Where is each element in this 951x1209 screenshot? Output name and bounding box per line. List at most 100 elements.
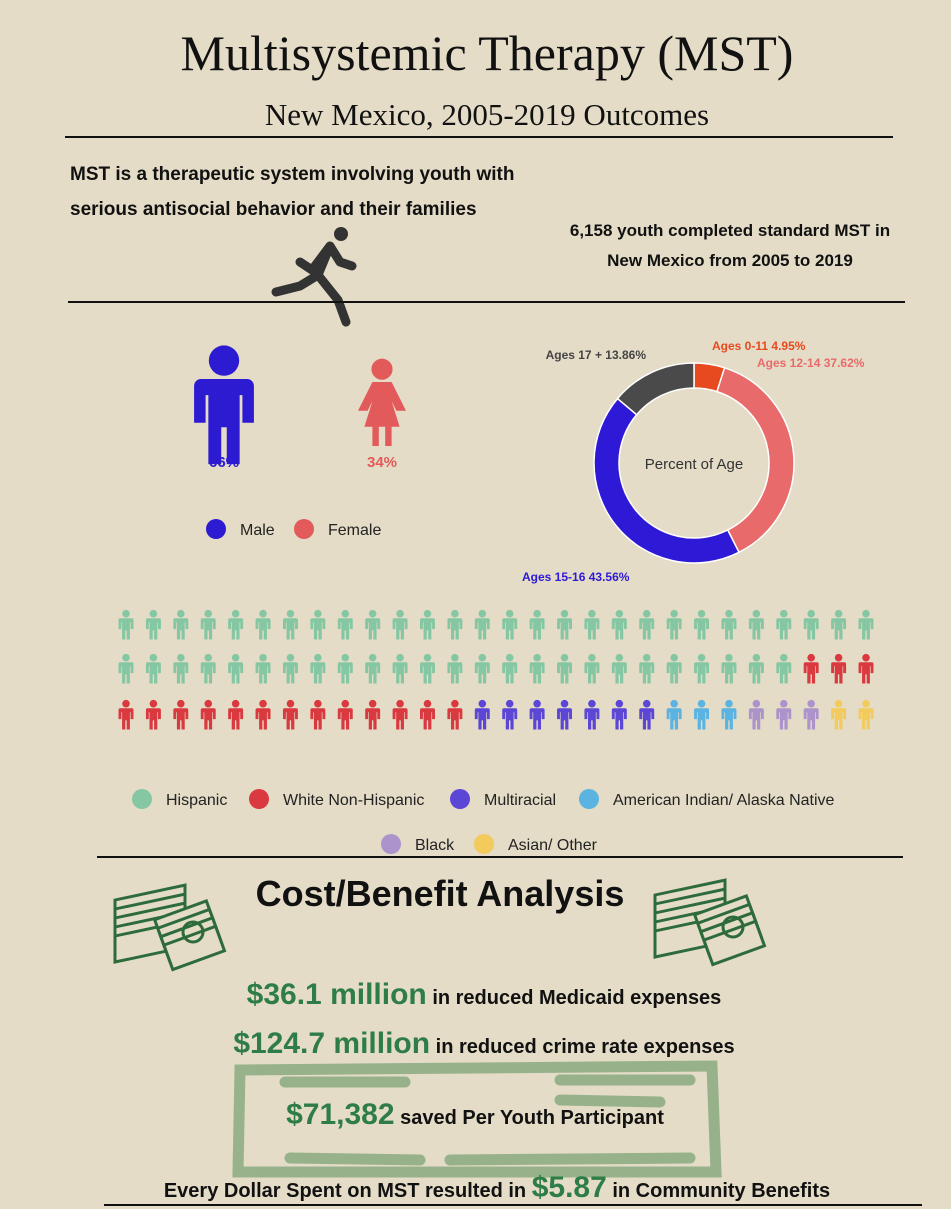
body xyxy=(228,618,244,640)
body xyxy=(748,618,764,640)
person-icon xyxy=(694,699,710,730)
legend-dot xyxy=(294,519,314,539)
body xyxy=(584,618,600,640)
person-icon xyxy=(228,609,244,640)
body xyxy=(858,618,874,640)
body xyxy=(584,708,600,730)
head xyxy=(396,653,404,662)
head xyxy=(314,699,322,708)
body xyxy=(392,662,408,684)
body xyxy=(694,618,710,640)
body xyxy=(803,618,819,640)
body xyxy=(639,708,655,730)
segment-label: Ages 12-14 37.62% xyxy=(757,356,865,370)
head xyxy=(259,609,267,618)
cost-amount: $124.7 million xyxy=(233,1027,430,1060)
body xyxy=(474,708,490,730)
person-icon xyxy=(694,653,710,684)
person-icon xyxy=(447,699,463,730)
legend-label: Male xyxy=(240,522,275,539)
person-icon xyxy=(721,699,737,730)
person-icon xyxy=(557,609,572,640)
body xyxy=(639,662,655,684)
head xyxy=(204,653,213,662)
body xyxy=(502,662,518,684)
head xyxy=(615,699,624,708)
body xyxy=(831,618,847,640)
body xyxy=(858,708,874,730)
head xyxy=(807,699,815,708)
person-icon xyxy=(776,609,792,640)
person-icon xyxy=(365,653,381,684)
head xyxy=(642,699,651,708)
person-icon xyxy=(529,653,545,684)
body xyxy=(255,662,271,684)
body xyxy=(337,708,353,730)
person-icon xyxy=(721,609,737,640)
body xyxy=(748,708,764,730)
person-icon xyxy=(721,653,737,684)
head xyxy=(286,699,295,708)
person-icon xyxy=(282,699,298,730)
head xyxy=(122,609,130,618)
body xyxy=(337,618,353,640)
head xyxy=(122,653,130,662)
body xyxy=(529,662,545,684)
person-icon xyxy=(639,653,655,684)
body xyxy=(118,618,134,640)
segment-name: Ages 15-16 xyxy=(522,570,586,584)
head xyxy=(807,653,815,662)
male-icon xyxy=(194,345,254,465)
head xyxy=(779,699,788,708)
head xyxy=(779,653,788,662)
gender-section: 66% Male 34% Female xyxy=(194,345,406,539)
body xyxy=(358,382,406,446)
head xyxy=(752,609,761,618)
highlight-scribble xyxy=(232,1060,722,1178)
head xyxy=(177,699,185,708)
cost-amount: $71,382 xyxy=(286,1098,394,1131)
footer-text: in Community Benefits xyxy=(612,1180,830,1202)
body xyxy=(611,618,627,640)
person-icon xyxy=(666,609,682,640)
body xyxy=(666,662,682,684)
person-icon xyxy=(666,699,682,730)
body xyxy=(803,662,819,684)
head xyxy=(423,699,432,708)
person-icon xyxy=(447,609,463,640)
person-icon xyxy=(502,653,518,684)
body xyxy=(748,662,764,684)
gender-percent: 34% xyxy=(367,454,397,471)
head xyxy=(697,699,706,708)
head xyxy=(259,653,267,662)
head xyxy=(505,699,514,708)
legend-dot xyxy=(249,789,269,809)
body xyxy=(228,662,244,684)
person-icon xyxy=(831,653,847,684)
head xyxy=(371,358,393,380)
head xyxy=(231,699,240,708)
footer-amount: $5.87 xyxy=(532,1171,607,1204)
body xyxy=(200,618,216,640)
body xyxy=(194,379,254,465)
head xyxy=(368,699,377,708)
body xyxy=(557,662,572,684)
cost-title: Cost/Benefit Analysis xyxy=(256,873,625,914)
person-icon xyxy=(474,609,490,640)
person-icon xyxy=(529,699,545,730)
person-icon xyxy=(803,699,819,730)
head xyxy=(697,609,706,618)
person-icon xyxy=(474,699,490,730)
body xyxy=(447,618,463,640)
body xyxy=(611,662,627,684)
head xyxy=(314,609,322,618)
head xyxy=(752,699,761,708)
cost-text: saved Per Youth Participant xyxy=(400,1107,664,1129)
head xyxy=(862,609,870,618)
bill-seal xyxy=(721,915,745,939)
person-icon xyxy=(337,653,353,684)
head xyxy=(752,653,761,662)
person-icon xyxy=(803,609,819,640)
